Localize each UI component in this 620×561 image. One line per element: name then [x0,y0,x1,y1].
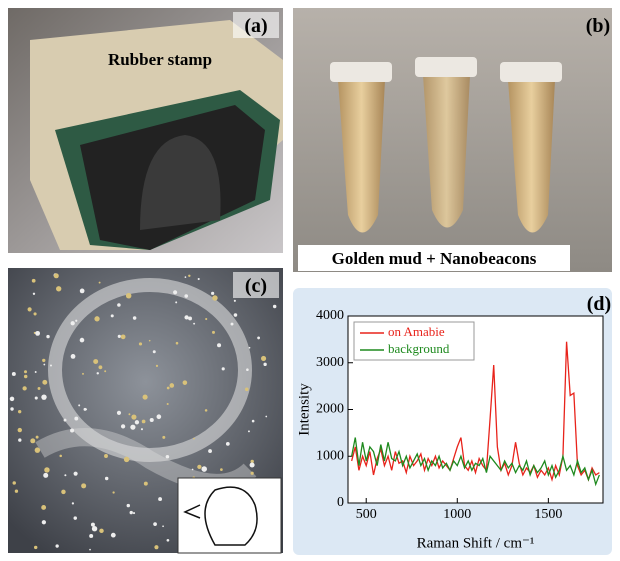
panel-label: (c) [245,275,267,297]
y-axis-label: Intensity [296,383,312,436]
legend-label: on Amabie [388,324,445,339]
x-axis-label: Raman Shift / cm⁻¹ [417,535,535,551]
panel-label: (d) [587,293,611,315]
tubes [330,57,562,233]
figure: (a) Rubber stamp Golden mud + Nanobeacon… [0,0,620,561]
panel-label: (b) [586,15,610,37]
y-tick-label: 2000 [316,402,344,417]
y-tick-label: 0 [337,495,344,510]
panel-c: (c) [8,268,283,553]
x-tick-label: 500 [356,507,377,522]
panel-label: (a) [244,15,267,37]
panel-b: Golden mud + Nanobeacons (b) [293,8,612,272]
legend-label: background [388,341,450,356]
x-tick-label: 1500 [534,507,562,522]
caption: Golden mud + Nanobeacons [332,249,537,268]
page: {"panels": [ {"label": "(a)", "caption":… [0,0,620,561]
caption: Rubber stamp [108,50,212,69]
y-tick-label: 3000 [316,355,344,370]
y-tick-label: 4000 [316,308,344,323]
y-tick-label: 1000 [316,448,344,463]
panel-a: (a) Rubber stamp [8,8,283,253]
panel-d: (d) 0 1000 2000 3000 4000 500 1000 1500 Raman Sh… [293,288,612,555]
x-tick-label: 1000 [443,507,471,522]
